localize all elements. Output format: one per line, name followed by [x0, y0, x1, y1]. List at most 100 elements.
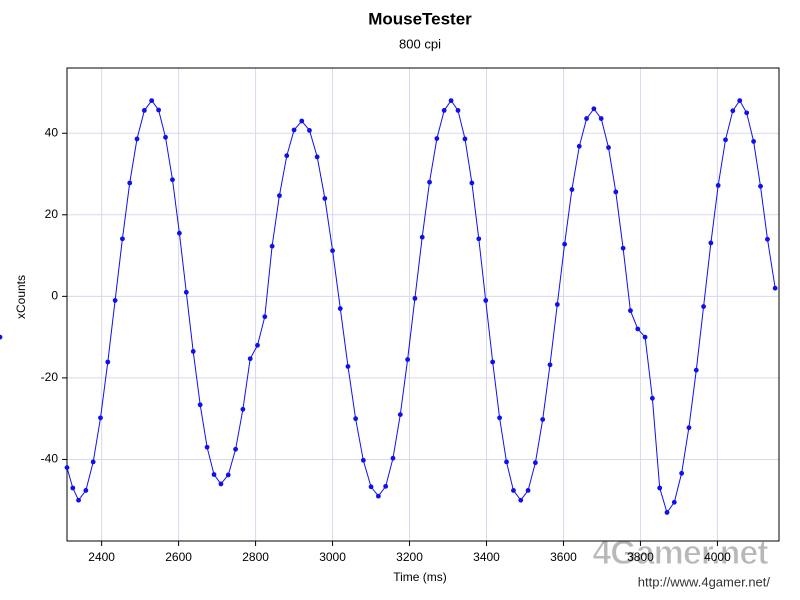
- point: [635, 326, 641, 332]
- point: [693, 367, 699, 373]
- point: [701, 304, 706, 309]
- point: [105, 359, 111, 365]
- point: [744, 110, 750, 116]
- point: [163, 134, 168, 140]
- point: [576, 143, 582, 149]
- point: [405, 357, 411, 362]
- point: [390, 455, 396, 461]
- point: [569, 187, 575, 192]
- x-axis-label: Time (ms): [393, 570, 447, 584]
- point: [134, 136, 140, 142]
- point: [476, 236, 482, 242]
- point: [127, 180, 133, 186]
- point: [765, 236, 770, 242]
- point: [483, 298, 489, 303]
- point: [299, 118, 305, 124]
- watermark-url: http://www.4gamer.net/: [638, 574, 771, 589]
- point: [360, 457, 366, 463]
- point: [686, 425, 692, 431]
- point: [211, 472, 217, 477]
- point: [170, 177, 175, 183]
- point: [190, 348, 196, 354]
- point: [98, 415, 103, 421]
- point: [434, 136, 440, 141]
- point: [375, 493, 381, 499]
- x-tick-label: 3800: [627, 550, 654, 564]
- point: [441, 108, 447, 113]
- point: [469, 180, 475, 186]
- point: [330, 248, 335, 254]
- point: [176, 230, 182, 236]
- point: [307, 127, 312, 133]
- point: [554, 302, 560, 307]
- point: [455, 108, 461, 113]
- x-tick-label: 3400: [473, 550, 500, 564]
- point: [112, 298, 118, 303]
- point: [525, 488, 531, 493]
- point: [284, 153, 290, 159]
- point: [291, 127, 297, 133]
- point: [606, 145, 611, 150]
- point: [723, 137, 728, 143]
- point: [233, 446, 238, 452]
- point: [197, 402, 203, 408]
- point: [412, 295, 418, 301]
- point: [540, 417, 546, 422]
- point: [511, 488, 516, 493]
- point: [584, 116, 589, 121]
- point: [64, 465, 70, 471]
- point: [547, 362, 553, 368]
- point: [419, 234, 425, 240]
- point: [751, 138, 756, 144]
- point: [262, 314, 268, 320]
- point: [730, 108, 736, 114]
- point: [497, 415, 502, 421]
- point: [183, 289, 189, 295]
- point: [649, 395, 655, 401]
- point: [345, 364, 351, 369]
- plot-frame: [66, 67, 780, 542]
- point: [715, 183, 721, 188]
- point: [737, 98, 743, 104]
- point: [758, 183, 763, 189]
- x-tick-label: 3000: [319, 550, 346, 564]
- point: [204, 444, 210, 450]
- y-tick-label: -20: [41, 370, 59, 384]
- point: [532, 460, 538, 466]
- point: [156, 107, 161, 113]
- x-tick-label: 3200: [396, 550, 423, 564]
- point: [490, 359, 496, 365]
- point: [664, 510, 670, 515]
- watermark: 4Gamer.net: [592, 534, 768, 572]
- point: [149, 98, 155, 104]
- point: [562, 241, 568, 247]
- x-tick-label: 4000: [704, 550, 731, 564]
- point: [314, 154, 320, 160]
- point: [240, 406, 246, 412]
- y-tick-label: 0: [51, 289, 58, 303]
- y-tick-label: -40: [41, 452, 59, 466]
- x-tick-label: 2400: [88, 550, 115, 564]
- point: [628, 308, 633, 314]
- point: [613, 189, 619, 195]
- point: [218, 481, 224, 487]
- point: [657, 485, 663, 491]
- point: [397, 412, 403, 417]
- point: [642, 334, 648, 340]
- chart-title: MouseTester: [368, 9, 472, 28]
- chart-subtitle: 800 cpi: [399, 36, 441, 51]
- point: [518, 497, 524, 503]
- point: [76, 497, 81, 503]
- x-tick-label: 2800: [242, 550, 269, 564]
- point: [353, 416, 359, 422]
- point: [620, 245, 626, 251]
- point: [277, 193, 282, 199]
- point: [591, 106, 597, 112]
- point: [70, 485, 76, 491]
- y-tick-label: 40: [45, 125, 59, 139]
- point: [225, 472, 231, 478]
- point: [383, 483, 389, 489]
- point: [90, 459, 96, 465]
- point: [462, 136, 468, 142]
